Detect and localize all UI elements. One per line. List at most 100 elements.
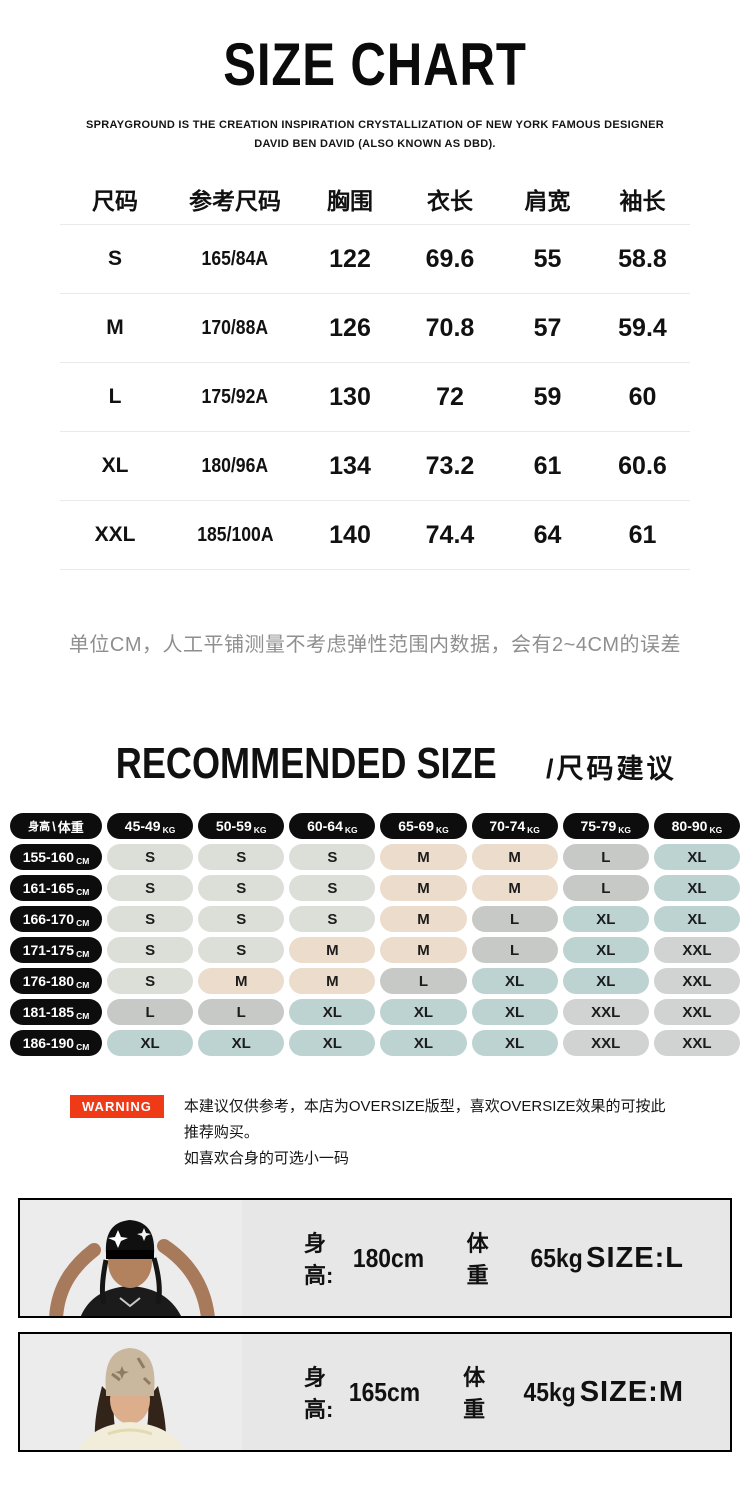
size-cell: XL (198, 1030, 285, 1056)
height-header: 186-190 CM (10, 1030, 102, 1056)
size-cell: M (471, 875, 558, 901)
size-cell: S (107, 968, 194, 994)
size-cell: XL (653, 906, 740, 932)
model-size: SIZE:M (579, 1375, 684, 1408)
size-cell: S (198, 906, 285, 932)
size-cell: S (198, 875, 285, 901)
weight-value: 45kg (524, 1376, 577, 1407)
warning-line2: 如喜欢合身的可选小一码 (183, 1150, 349, 1167)
size-cell: L (471, 906, 558, 932)
divider (60, 293, 690, 294)
divider (60, 569, 690, 570)
size-cell: M (380, 906, 467, 932)
size-cell: S (198, 844, 285, 870)
size-cell: XXL (562, 1030, 649, 1056)
divider (60, 431, 690, 432)
col-size: 尺码 (92, 188, 138, 214)
weight-header: 80-90 KG (653, 813, 740, 839)
size-cell: XL (562, 906, 649, 932)
recommended-size-title-en: RECOMMENDED SIZE (115, 739, 497, 788)
table-row-s: S 165/84A 122 69.6 55 58.8 (107, 244, 667, 273)
page-title: SIZE CHART (223, 31, 527, 98)
height-label: 身高: (304, 1365, 334, 1422)
col-sleeve: 袖长 (619, 188, 666, 214)
size-cell: XL (107, 1030, 194, 1056)
height-header: 181-185 CM (10, 999, 102, 1025)
weight-label: 体重 (463, 1365, 486, 1422)
size-cell: XXL (562, 999, 649, 1025)
size-cell: XL (562, 968, 649, 994)
size-cell: XXL (653, 999, 740, 1025)
size-cell: L (198, 999, 285, 1025)
size-cell: XL (380, 999, 467, 1025)
model-info: 身高: 180cm 体重 65kg SIZE:L (242, 1200, 730, 1316)
size-cell: XL (562, 937, 649, 963)
model-photo-female (20, 1334, 242, 1450)
brand-subtitle-line1: SPRAYGROUND IS THE CREATION INSPIRATION … (86, 119, 664, 131)
brand-subtitle-line2: DAVID BEN DAVID (ALSO KNOWN AS DBD). (254, 138, 496, 150)
star-icon (137, 1228, 151, 1241)
size-cell: L (471, 937, 558, 963)
table-row-m: M 170/88A 126 70.8 57 59.4 (106, 313, 667, 342)
male-model-illustration (20, 1200, 242, 1316)
warning-line1: 本建议仅供参考，本店为OVERSIZE版型，喜欢OVERSIZE效果的可按此推荐… (183, 1098, 666, 1141)
height-header: 155-160 CM (10, 844, 102, 870)
height-header: 166-170 CM (10, 906, 102, 932)
model-card-male: 身高: 180cm 体重 65kg SIZE:L (18, 1198, 732, 1318)
weight-value: 65kg (530, 1242, 583, 1273)
measurement-table-header: 尺码 参考尺码 胸围 衣长 肩宽 袖长 (60, 174, 690, 224)
size-cell: XXL (653, 937, 740, 963)
size-cell: S (198, 937, 285, 963)
size-cell: XL (380, 1030, 467, 1056)
table-row-l: L 175/92A 130 72 59 60 (108, 382, 657, 411)
col-ref-size: 参考尺码 (189, 188, 281, 214)
recommended-size-title: RECOMMENDED SIZE /尺码建议 (0, 739, 750, 789)
weight-header: 60-64 KG (289, 813, 376, 839)
grid-corner-height-weight: 身高 \ 体重 (10, 813, 102, 839)
table-row-xxl: XXL 185/100A 140 74.4 64 61 (94, 520, 657, 549)
size-cell: M (380, 844, 467, 870)
weight-header: 75-79 KG (562, 813, 649, 839)
size-cell: M (380, 937, 467, 963)
measurement-note: 单位CM，人工平铺测量不考虑弹性范围内数据，会有2~4CM的误差 (68, 634, 682, 656)
size-cell: M (198, 968, 285, 994)
size-cell: XL (289, 1030, 376, 1056)
warning-badge: WARNING (70, 1095, 164, 1118)
model-info: 身高: 165cm 体重 45kg SIZE:M (242, 1334, 730, 1450)
height-label: 身高: (304, 1231, 334, 1288)
size-cell: XL (653, 875, 740, 901)
size-cell: M (471, 844, 558, 870)
size-cell: L (107, 999, 194, 1025)
size-cell: XL (289, 999, 376, 1025)
size-cell: L (380, 968, 467, 994)
model-photo-male (20, 1200, 242, 1316)
size-cell: XXL (653, 1030, 740, 1056)
size-cell: XXL (653, 968, 740, 994)
size-cell: S (107, 844, 194, 870)
size-cell: XL (471, 1030, 558, 1056)
star-icon (108, 1230, 128, 1248)
height-value: 165cm (349, 1376, 421, 1407)
size-cell: L (562, 844, 649, 870)
col-shoulder: 肩宽 (524, 188, 571, 214)
size-cell: S (107, 906, 194, 932)
height-header: 171-175 CM (10, 937, 102, 963)
size-cell: S (289, 906, 376, 932)
height-value: 180cm (352, 1242, 424, 1273)
size-cell: L (562, 875, 649, 901)
size-cell: M (380, 875, 467, 901)
size-cell: S (107, 937, 194, 963)
col-chest: 胸围 (327, 188, 373, 214)
size-chart-header: SIZE CHART SPRAYGROUND IS THE CREATION I… (0, 0, 750, 154)
table-row-xl: XL 180/96A 134 73.2 61 60.6 (101, 451, 667, 480)
size-recommendation-grid: 身高 \ 体重 45-49 KG 50-59 KG 60-64 KG 65-69 KG … (10, 813, 740, 1056)
divider (60, 362, 690, 363)
star-icon (115, 1366, 129, 1379)
recommended-size-title-cn: /尺码建议 (545, 754, 677, 784)
height-header: 176-180 CM (10, 968, 102, 994)
size-cell: XL (471, 999, 558, 1025)
size-cell: XL (653, 844, 740, 870)
weight-header: 70-74 KG (471, 813, 558, 839)
divider (60, 500, 690, 501)
col-length: 衣长 (427, 188, 473, 214)
